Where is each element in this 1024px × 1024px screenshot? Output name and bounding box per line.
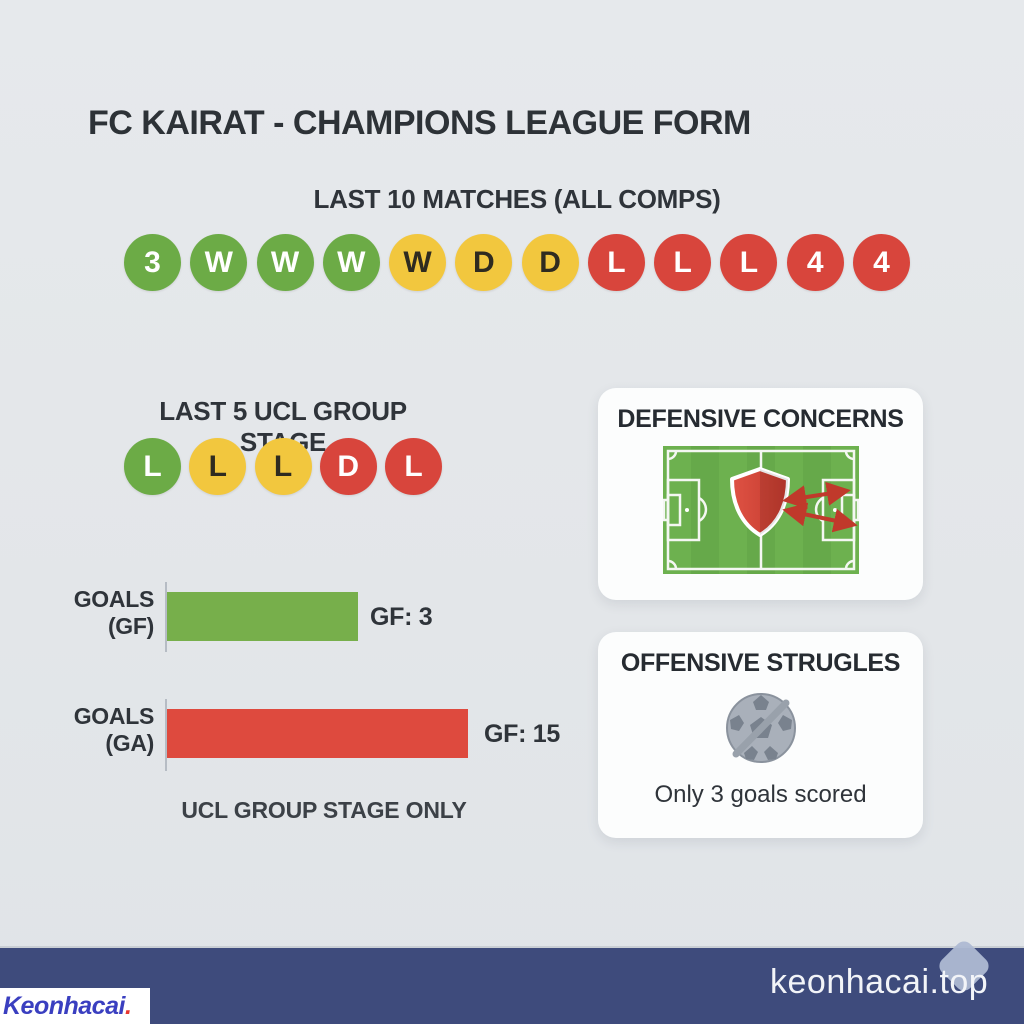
goals-against-label: GOALS (GA) [46,703,155,757]
result-circle: 4 [786,234,844,291]
result-circle: W [190,234,248,291]
goals-against-label-line2: (GA) [105,730,154,756]
result-circle: D [455,234,513,291]
chart-caption: UCL GROUP STAGE ONLY [181,797,467,823]
result-circle: W [256,234,314,291]
defensive-card-title: DEFENSIVE CONCERNS [617,405,904,433]
result-circle: L [654,234,712,291]
crossed-football-icon [723,690,799,766]
brand-logo: Keonhacai. [0,988,150,1024]
footer-bar [0,948,1024,1024]
defensive-concerns-card: DEFENSIVE CONCERNS [598,388,923,600]
result-circle: 4 [852,234,910,291]
result-circle: D [521,234,579,291]
result-circle: 3 [124,234,181,291]
attack-arrows-icon [781,481,858,533]
result-circle: D [319,438,377,495]
last5-heading: LAST 5 UCL GROUP STAGE [159,396,407,457]
goals-against-bar [167,709,468,758]
result-circle: L [720,234,778,291]
goals-against-value: GF: 15 [484,720,560,748]
last10-heading: LAST 10 MATCHES (ALL COMPS) [313,184,721,214]
result-circle: W [322,234,380,291]
offensive-struggles-card: OFFENSIVE STRUGLES Only 3 goals scored [598,632,923,838]
goals-against-label-line1: GOALS [73,703,155,729]
goals-for-label-line1: GOALS [73,586,155,612]
football-pitch-shield-icon [662,446,859,574]
result-circle: L [189,438,247,495]
goals-for-axis-line [165,582,167,652]
goals-for-label: GOALS (GF) [46,586,155,640]
goals-for-value: GF: 3 [370,603,433,631]
shield-icon [729,467,790,537]
result-circle: L [385,438,442,495]
page-title: FC KAIRAT - CHAMPIONS LEAGUE FORM [88,104,751,142]
result-circle: L [124,438,181,495]
goals-for-label-line2: (GF) [107,613,154,639]
goals-against-axis-line [165,699,167,771]
brand-logo-text: Keonhacai. [3,991,132,1020]
footer-watermark: keonhacai.top [770,963,989,1001]
result-circle: W [389,234,447,291]
result-circle: L [587,234,645,291]
offensive-card-title: OFFENSIVE STRUGLES [620,649,901,677]
offensive-card-caption: Only 3 goals scored [654,781,867,808]
result-circle: L [254,438,312,495]
goals-for-bar [167,592,358,641]
